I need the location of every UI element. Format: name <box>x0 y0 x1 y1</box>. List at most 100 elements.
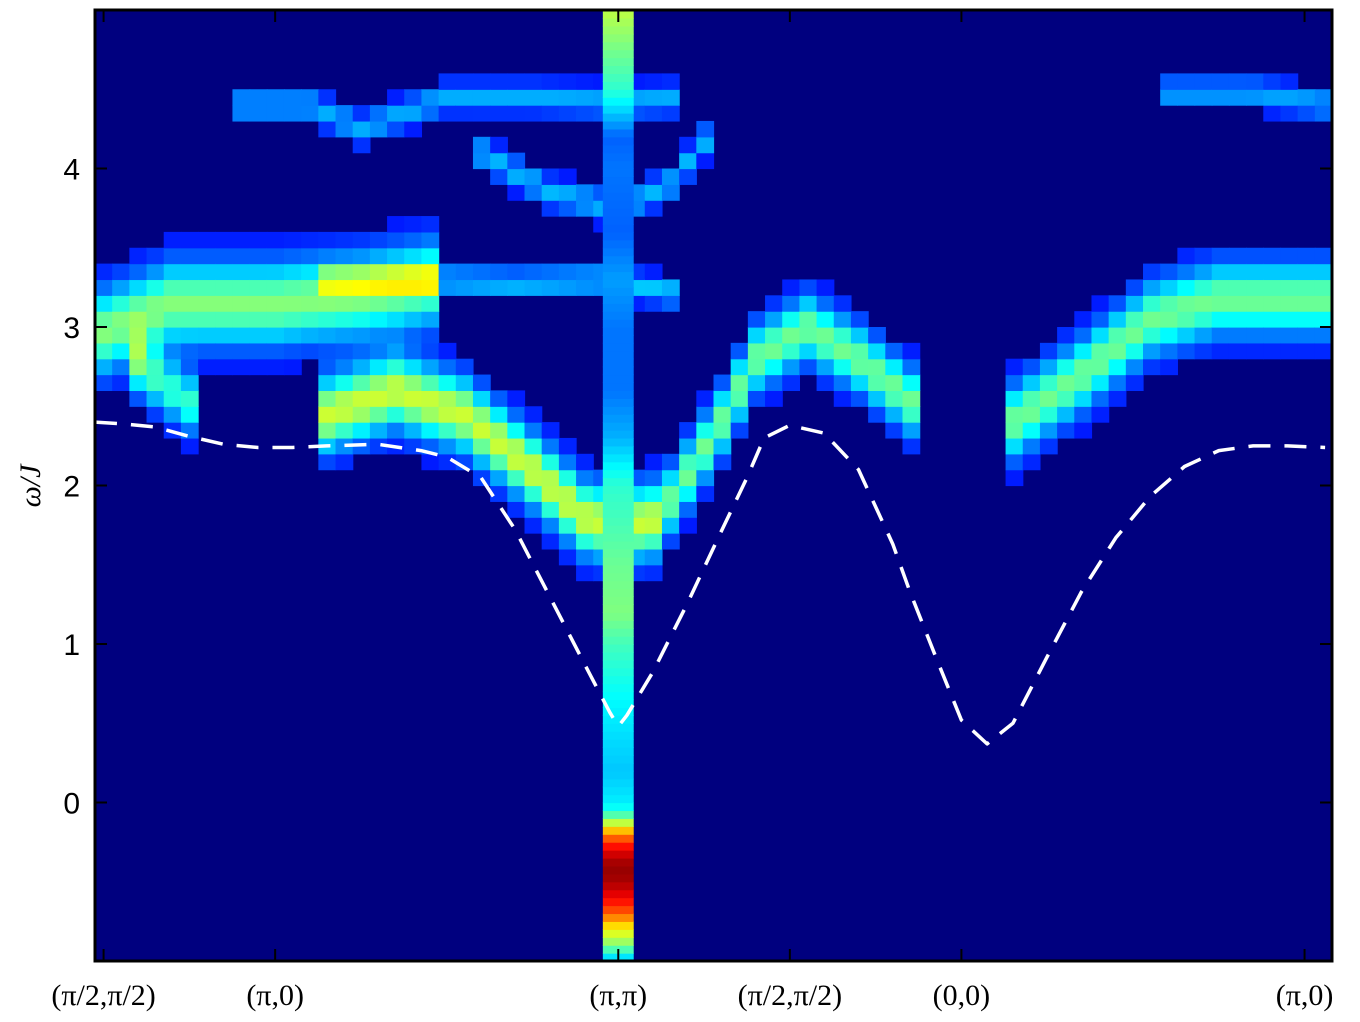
column-cell <box>602 865 634 875</box>
heatmap-cell <box>266 231 285 249</box>
heatmap-cell <box>163 406 182 423</box>
heatmap-cell <box>455 279 474 296</box>
heatmap-cell <box>421 247 440 265</box>
column-cell <box>602 319 634 328</box>
column-cell <box>602 287 634 296</box>
heatmap-cell <box>850 327 869 344</box>
heatmap-cell <box>1228 247 1247 265</box>
heatmap-cell <box>1143 342 1161 360</box>
column-cell <box>602 342 634 352</box>
heatmap-cell <box>301 105 319 122</box>
column-cell <box>602 786 634 796</box>
heatmap-cell <box>507 453 526 471</box>
heatmap-cell <box>1280 279 1299 296</box>
heatmap-cell <box>335 358 354 376</box>
heatmap-cell <box>644 453 663 471</box>
column-cell <box>602 659 634 669</box>
heatmap-cell <box>1194 295 1213 312</box>
heatmap-cell <box>885 390 904 407</box>
heatmap-cell <box>1091 295 1110 312</box>
heatmap-cell <box>369 295 388 312</box>
heatmap-cell <box>902 342 921 360</box>
heatmap-cell <box>387 279 405 296</box>
column-cell <box>602 477 634 487</box>
heatmap-cell <box>1246 327 1264 344</box>
heatmap-cell <box>541 89 560 106</box>
heatmap-cell <box>541 501 560 518</box>
heatmap-cell <box>885 374 904 391</box>
heatmap-cell <box>1314 247 1332 265</box>
heatmap-cell <box>387 422 405 439</box>
heatmap-cell <box>232 342 251 360</box>
heatmap-cell <box>1039 422 1058 439</box>
heatmap-cell <box>387 327 405 344</box>
heatmap-cell <box>129 311 148 328</box>
heatmap-cell <box>1143 311 1161 328</box>
heatmap-cell <box>679 469 697 487</box>
column-cell <box>602 913 634 922</box>
heatmap-cell <box>421 263 440 281</box>
heatmap-cell <box>1057 358 1075 376</box>
column-cell <box>602 49 634 59</box>
column-cell <box>602 850 634 859</box>
heatmap-cell <box>215 311 234 328</box>
heatmap-cell <box>1263 295 1282 312</box>
heatmap-cell <box>249 358 268 376</box>
dispersion-line <box>95 420 1326 746</box>
heatmap-cell <box>129 247 148 265</box>
column-cell <box>602 556 634 566</box>
heatmap-cell <box>1074 327 1093 344</box>
heatmap-cell <box>352 105 371 122</box>
heatmap-cell <box>369 247 388 265</box>
column-cell <box>602 842 634 851</box>
heatmap-cell <box>283 327 302 344</box>
heatmap-cell <box>490 168 508 185</box>
heatmap-cell <box>524 406 543 423</box>
heatmap-cell <box>507 73 526 90</box>
heatmap-cell <box>1263 342 1282 360</box>
heatmap-cell <box>352 358 371 376</box>
column-cell <box>602 770 634 780</box>
heatmap-cell <box>335 374 354 391</box>
heatmap-cell <box>885 342 904 360</box>
heatmap-cell <box>1194 342 1213 360</box>
heatmap-cell <box>95 327 113 344</box>
heatmap-cell <box>232 89 251 106</box>
x-tick-label: (0,0) <box>933 979 990 1012</box>
heatmap-cell <box>455 358 474 376</box>
heatmap-cell <box>644 263 663 281</box>
heatmap-cell <box>782 295 800 312</box>
heatmap-cell <box>163 311 182 328</box>
heatmap-cell <box>1074 311 1093 328</box>
heatmap-cell <box>1194 327 1213 344</box>
heatmap-cell <box>352 247 371 265</box>
heatmap-cell <box>335 120 354 138</box>
heatmap-cell <box>438 437 457 455</box>
heatmap-cell <box>576 279 594 296</box>
column-cell <box>602 715 634 724</box>
heatmap-cell <box>1108 374 1127 391</box>
heatmap-cell <box>472 136 491 154</box>
heatmap-cell <box>318 422 337 439</box>
heatmap-cell <box>782 342 800 360</box>
heatmap-cell <box>95 263 113 281</box>
heatmap-cell <box>524 517 543 534</box>
column-cell <box>602 184 634 193</box>
column-cell <box>602 929 634 938</box>
heatmap-cell <box>1125 279 1144 296</box>
heatmap-cell <box>249 89 268 106</box>
heatmap-cell <box>455 422 474 439</box>
heatmap-cell <box>163 295 182 312</box>
heatmap-cell <box>644 469 663 487</box>
heatmap-cell <box>576 263 594 281</box>
heatmap-cell <box>404 89 423 106</box>
heatmap-cell <box>644 105 663 122</box>
heatmap-cell <box>1160 342 1178 360</box>
heatmap-cell <box>421 231 440 249</box>
heatmap-cell <box>1091 342 1110 360</box>
heatmap-cell <box>198 342 216 360</box>
heatmap-cell <box>1211 295 1230 312</box>
heatmap-cell <box>163 342 182 360</box>
heatmap-cell <box>1211 327 1230 344</box>
heatmap-cell <box>112 374 130 391</box>
